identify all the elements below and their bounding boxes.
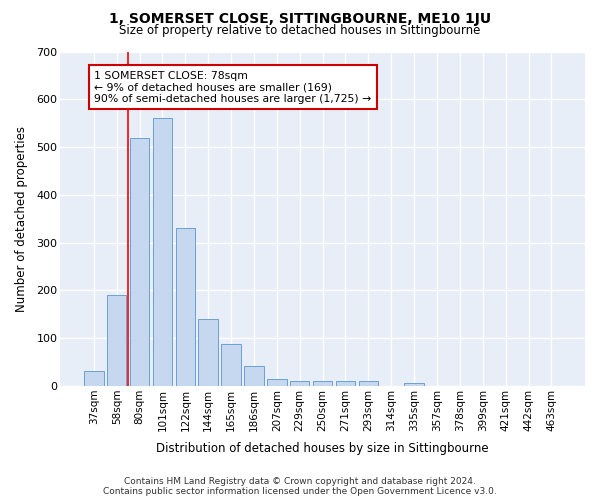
Bar [199, 319, 218, 386]
Text: 1 SOMERSET CLOSE: 78sqm
← 9% of detached houses are smaller (169)
90% of semi-de: 1 SOMERSET CLOSE: 78sqm ← 9% of detached… [94, 70, 371, 104]
Bar [336, 381, 355, 386]
Bar [313, 381, 332, 386]
Bar [359, 380, 378, 386]
X-axis label: Distribution of detached houses by size in Sittingbourne: Distribution of detached houses by size … [157, 442, 489, 455]
Bar [130, 138, 149, 386]
Bar [221, 344, 241, 386]
Y-axis label: Number of detached properties: Number of detached properties [15, 126, 28, 312]
Bar [404, 382, 424, 386]
Bar [267, 379, 287, 386]
Text: Contains HM Land Registry data © Crown copyright and database right 2024.
Contai: Contains HM Land Registry data © Crown c… [103, 476, 497, 496]
Bar [153, 118, 172, 386]
Text: 1, SOMERSET CLOSE, SITTINGBOURNE, ME10 1JU: 1, SOMERSET CLOSE, SITTINGBOURNE, ME10 1… [109, 12, 491, 26]
Bar [290, 380, 310, 386]
Text: Size of property relative to detached houses in Sittingbourne: Size of property relative to detached ho… [119, 24, 481, 37]
Bar [244, 366, 264, 386]
Bar [107, 295, 127, 386]
Bar [176, 228, 195, 386]
Bar [84, 370, 104, 386]
